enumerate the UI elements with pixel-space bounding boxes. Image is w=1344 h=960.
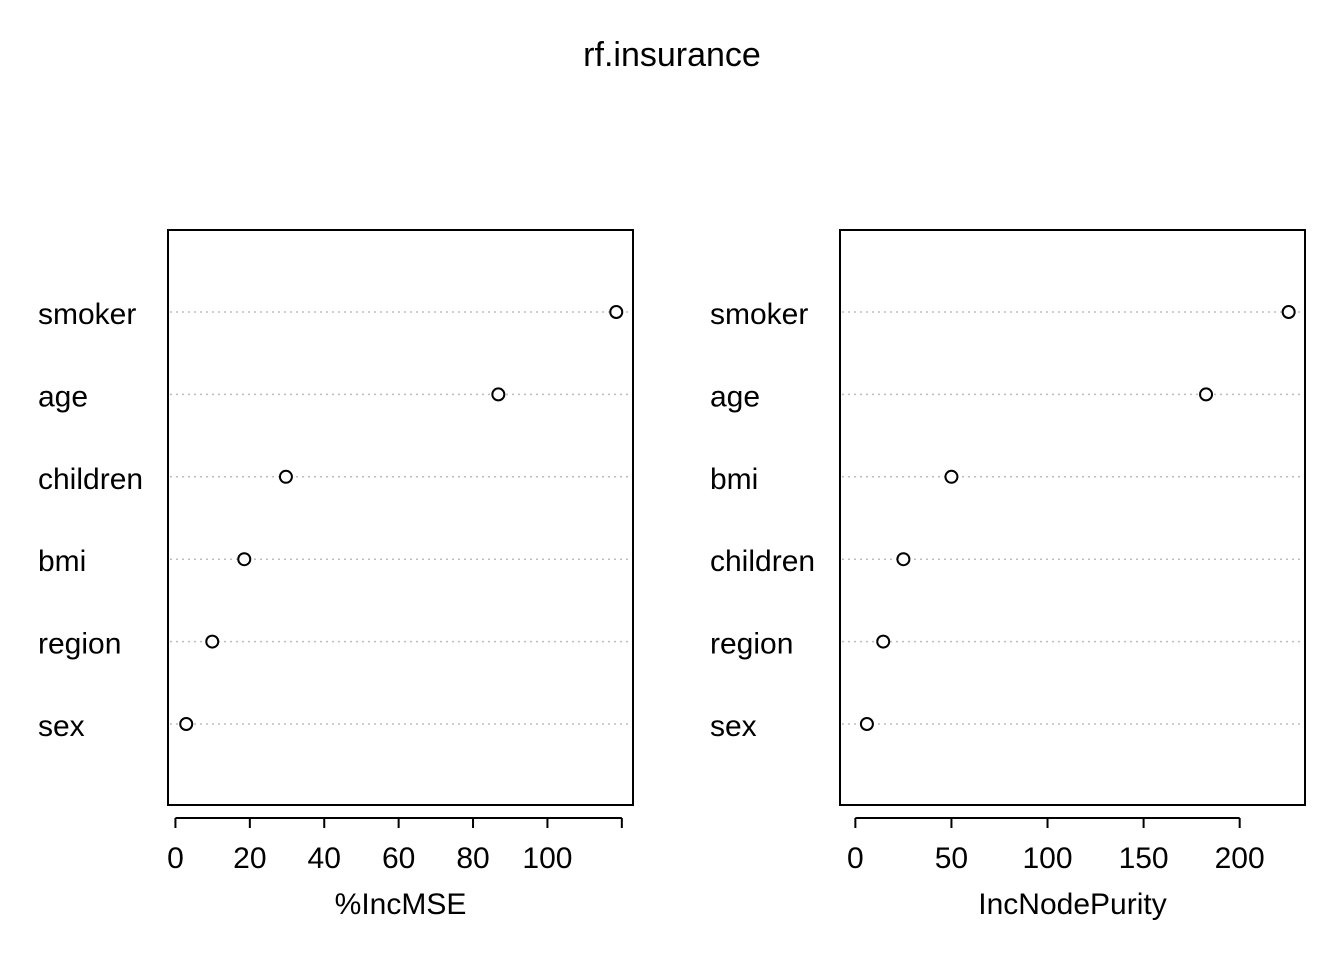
x-tick-label: 60 (382, 842, 415, 875)
data-point (179, 717, 194, 731)
chart-title: rf.insurance (583, 36, 761, 74)
category-label: children (38, 463, 143, 496)
category-label: children (710, 545, 815, 578)
x-tick-label: 100 (1022, 842, 1072, 875)
x-tick-label: 80 (456, 842, 489, 875)
data-point (944, 469, 959, 484)
data-point (896, 552, 911, 567)
plot-frame (167, 229, 634, 806)
data-point (491, 387, 506, 402)
data-point (1281, 305, 1296, 319)
data-point (859, 717, 874, 731)
data-point (237, 552, 252, 567)
x-tick-label: 100 (522, 842, 572, 875)
category-label: region (38, 628, 121, 661)
x-axis-label: %IncMSE (335, 888, 467, 921)
x-tick-label: 200 (1215, 842, 1265, 875)
data-point (1199, 387, 1214, 402)
category-label: sex (38, 710, 85, 743)
x-tick-label: 0 (847, 842, 864, 875)
x-tick-label: 50 (935, 842, 968, 875)
data-point (876, 634, 891, 649)
category-label: smoker (38, 298, 136, 331)
x-tick-label: 20 (233, 842, 266, 875)
category-label: smoker (710, 298, 808, 331)
category-label: age (38, 380, 88, 413)
data-point (278, 469, 293, 484)
x-tick-label: 150 (1119, 842, 1169, 875)
category-label: age (710, 380, 760, 413)
category-label: sex (710, 710, 757, 743)
x-tick-label: 40 (308, 842, 341, 875)
data-point (205, 634, 220, 649)
plot-frame (839, 229, 1306, 806)
data-point (609, 305, 624, 319)
category-label: bmi (38, 545, 86, 578)
category-label: region (710, 628, 793, 661)
category-label: bmi (710, 463, 758, 496)
x-tick-label: 0 (167, 842, 184, 875)
x-axis-label: IncNodePurity (978, 888, 1166, 921)
